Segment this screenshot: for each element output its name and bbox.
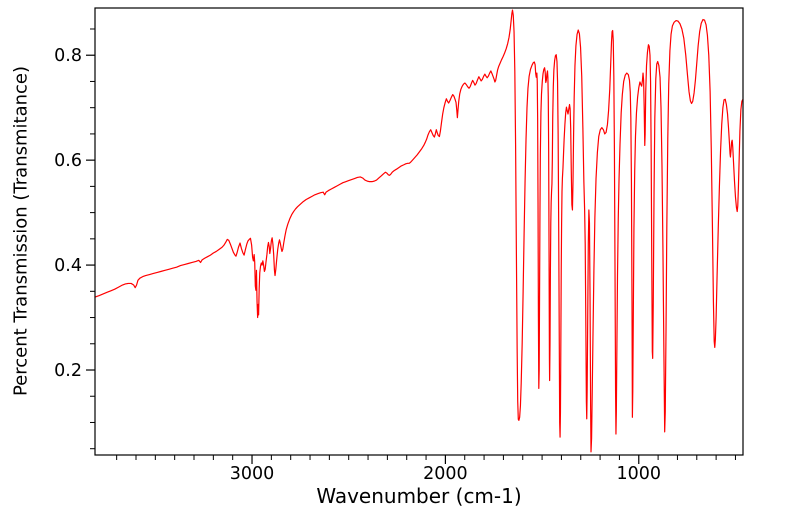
spectrum-line bbox=[94, 9, 744, 453]
y-axis-label: Percent Transmission (Transmitance) bbox=[10, 65, 32, 397]
x-tick-label: 3000 bbox=[230, 464, 275, 484]
y-tick-label: 0.6 bbox=[54, 151, 82, 171]
plot-frame bbox=[94, 7, 744, 456]
x-tick-label: 1000 bbox=[616, 464, 661, 484]
x-axis-label: Wavenumber (cm-1) bbox=[316, 484, 522, 508]
y-tick-label: 0.4 bbox=[54, 256, 82, 276]
y-tick-label: 0.8 bbox=[54, 46, 82, 66]
x-tick-label: 2000 bbox=[423, 464, 468, 484]
y-tick-label: 0.2 bbox=[54, 361, 82, 381]
